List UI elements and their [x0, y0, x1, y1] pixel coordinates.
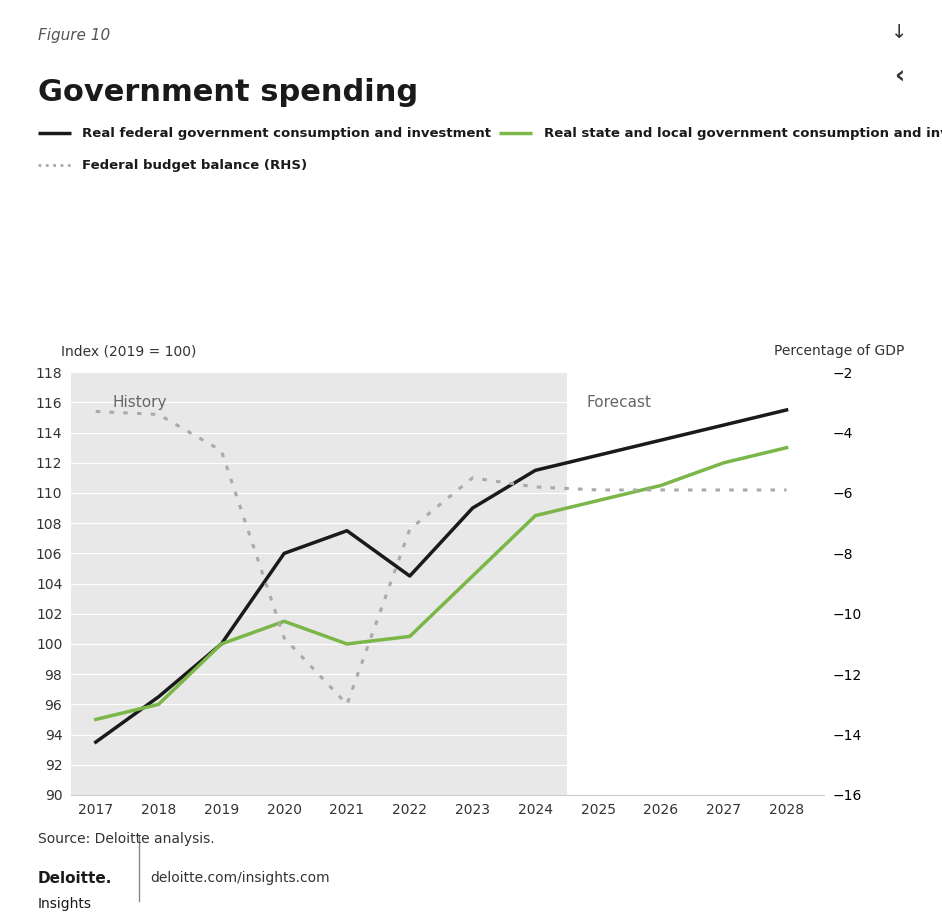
- Text: Insights: Insights: [38, 897, 91, 911]
- Text: Federal budget balance (RHS): Federal budget balance (RHS): [82, 159, 307, 172]
- Text: Government spending: Government spending: [38, 78, 418, 108]
- Text: ↓: ↓: [891, 23, 908, 42]
- Text: Percentage of GDP: Percentage of GDP: [774, 345, 904, 358]
- Bar: [567, 372, 824, 795]
- Text: Deloitte.: Deloitte.: [38, 871, 112, 886]
- Text: Real state and local government consumption and investment: Real state and local government consumpt…: [544, 127, 942, 140]
- Text: ‹: ‹: [895, 64, 904, 88]
- Text: Real federal government consumption and investment: Real federal government consumption and …: [82, 127, 491, 140]
- Text: History: History: [112, 395, 167, 411]
- Text: Index (2019 = 100): Index (2019 = 100): [61, 345, 197, 358]
- Text: Source: Deloitte analysis.: Source: Deloitte analysis.: [38, 832, 215, 845]
- Text: Figure 10: Figure 10: [38, 28, 110, 42]
- Text: deloitte.com/insights.com: deloitte.com/insights.com: [151, 871, 331, 885]
- Text: Forecast: Forecast: [587, 395, 652, 411]
